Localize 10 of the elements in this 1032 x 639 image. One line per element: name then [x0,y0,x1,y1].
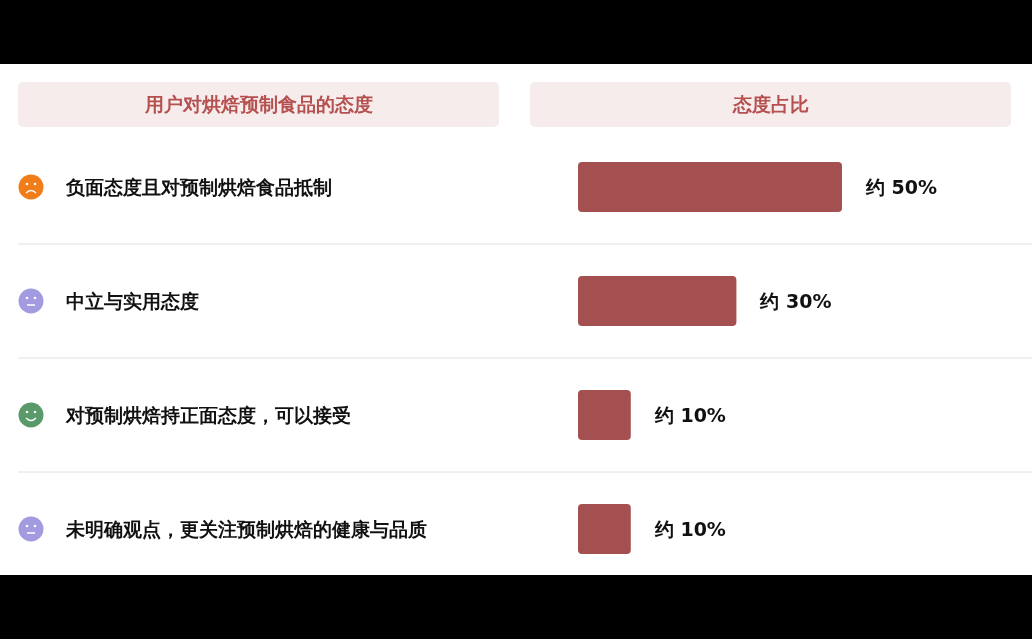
y-tick-label: 负面态度且对预制烘焙食品抵制 [65,176,332,198]
y-axis-title: 用户对烘焙预制食品的态度 [143,93,373,115]
y-tick-label: 中立与实用态度 [66,290,199,312]
data-label: 约 10% [653,404,726,426]
data-label: 约 30% [759,290,832,312]
data-label: 约 50% [865,176,938,198]
y-tick-label: 对预制烘焙持正面态度，可以接受 [65,404,351,426]
y-tick-label: 未明确观点，更关注预制烘焙的健康与品质 [65,518,427,540]
data-label: 约 10% [653,518,726,540]
x-axis-title: 态度占比 [731,93,809,115]
